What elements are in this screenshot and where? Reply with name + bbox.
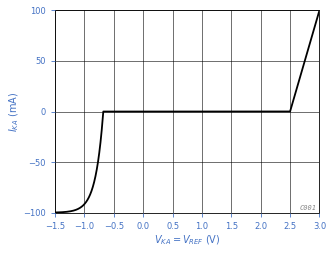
X-axis label: $V_{KA} = V_{REF}$ (V): $V_{KA} = V_{REF}$ (V) xyxy=(154,233,220,247)
Text: C001: C001 xyxy=(300,205,317,211)
Y-axis label: $I_{KA}$ (mA): $I_{KA}$ (mA) xyxy=(7,91,21,132)
